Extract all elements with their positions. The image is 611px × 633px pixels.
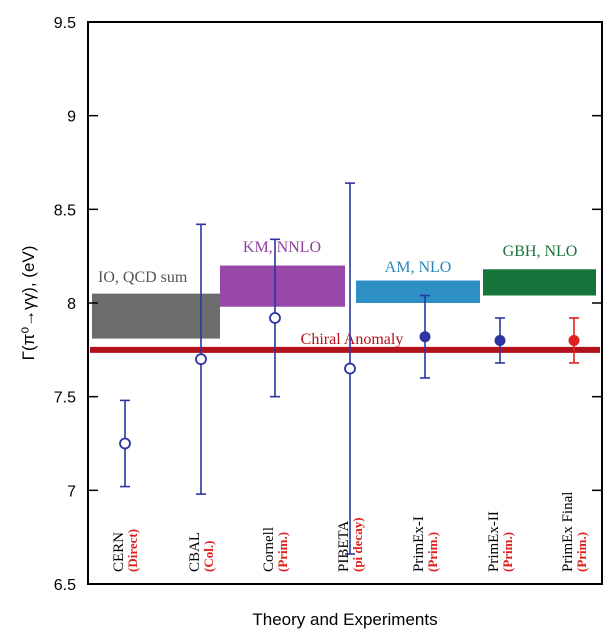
x-axis-label: Theory and Experiments <box>252 610 437 629</box>
y-tick-label: 7.5 <box>54 390 76 407</box>
experiment-name: CERN <box>111 532 127 572</box>
theory-band <box>356 280 480 303</box>
y-tick-label: 6.5 <box>54 577 76 594</box>
theory-band-label: AM, NLO <box>385 259 452 276</box>
experiment-label: CBAL(Col.) <box>187 532 216 572</box>
experiment-name: PrimEx-I <box>411 516 427 572</box>
y-tick-label: 8 <box>67 296 76 313</box>
data-point-open <box>119 437 131 450</box>
y-tick-label: 7 <box>67 483 76 500</box>
data-point-filled <box>494 334 506 346</box>
data-point-filled <box>419 331 431 343</box>
y-tick-label: 9.5 <box>54 15 76 32</box>
theory-bands: IO, QCD sum KM, NNLO AM, NLO GBH, NLO <box>92 239 596 339</box>
theory-band-label: GBH, NLO <box>503 243 578 260</box>
data-point-open <box>195 353 207 366</box>
experiment-name: PIBETA <box>336 521 352 572</box>
data-points <box>119 182 580 555</box>
experiment-type: (Prim.) <box>425 532 440 572</box>
experiment-label: CERN(Direct) <box>111 529 140 572</box>
experiment-label: Cornell(Prim.) <box>261 527 290 572</box>
y-axis-label: Γ(π⁰→γγ), (eV) <box>19 246 38 361</box>
y-tick-label: 9 <box>67 109 76 126</box>
plot-frame <box>87 21 603 585</box>
experiment-type: (Direct) <box>125 529 140 572</box>
experiment-name: Cornell <box>261 527 277 572</box>
experiment-label: PIBETA(pi decay) <box>336 517 365 572</box>
experiment-type: (Prim.) <box>275 532 290 572</box>
y-axis-ticks: 6.5 7 7.5 8 8.5 9 9.5 <box>54 15 602 594</box>
theory-band-label: IO, QCD sum <box>98 269 188 286</box>
experiment-name: CBAL <box>187 532 203 572</box>
theory-band <box>483 269 596 296</box>
experiment-label: PrimEx Final(Prim.) <box>560 492 589 572</box>
data-point-open <box>269 312 281 324</box>
experiment-labels: CERN(Direct) CBAL(Col.) Cornell(Prim.) PIBE… <box>111 492 589 572</box>
experiment-label: PrimEx-II(Prim.) <box>486 511 515 572</box>
experiment-label: PrimEx-I(Prim.) <box>411 516 440 572</box>
experiment-name: PrimEx Final <box>560 492 576 572</box>
experiment-type: (Prim.) <box>500 532 515 572</box>
experiment-type: (Col.) <box>201 541 216 572</box>
chiral-anomaly-label: Chiral Anomaly <box>301 331 404 348</box>
experiment-type: (pi decay) <box>350 517 365 572</box>
theory-band-label: KM, NNLO <box>243 239 321 256</box>
experiment-name: PrimEx-II <box>486 511 502 572</box>
y-tick-label: 8.5 <box>54 202 76 219</box>
theory-band <box>220 265 345 307</box>
data-point-open <box>344 362 356 375</box>
data-point-filled <box>568 334 580 346</box>
experiment-type: (Prim.) <box>574 532 589 572</box>
theory-band <box>92 293 220 339</box>
